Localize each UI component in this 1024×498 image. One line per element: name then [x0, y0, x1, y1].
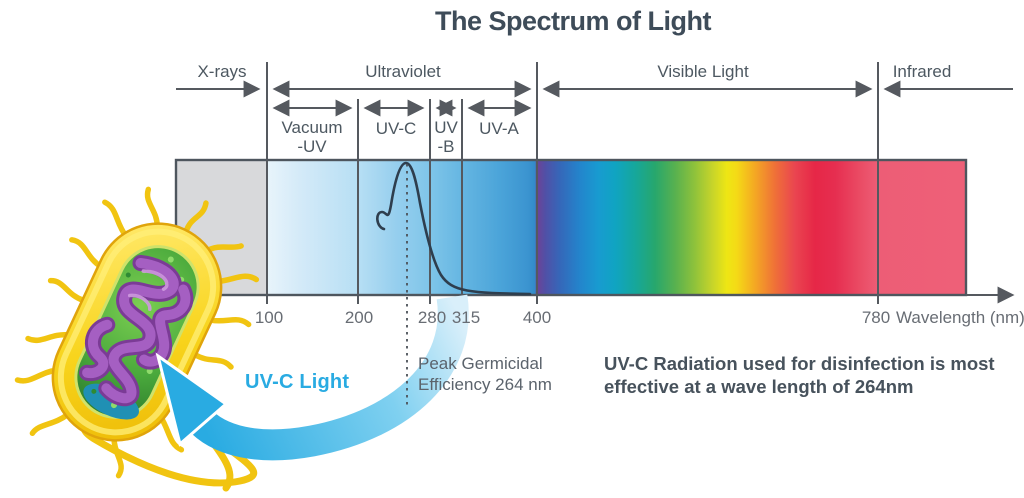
tick-100: 100 — [254, 308, 284, 327]
bacterium-body-highlight — [57, 228, 217, 436]
axis-ticks — [266, 286, 1015, 304]
axis-label-wavelength: Wavelength (nm) — [896, 308, 1024, 327]
peak-note-line2: Efficiency 264 nm — [418, 375, 552, 394]
uvc-light-arrow — [155, 294, 469, 461]
peak-note-line1: Peak Germicidal — [418, 354, 543, 373]
vacuum-uv-line1: Vacuum — [281, 118, 343, 137]
page-title: The Spectrum of Light — [435, 6, 712, 36]
band-label-ultraviolet: Ultraviolet — [365, 62, 441, 81]
band-label-visible-light: Visible Light — [657, 62, 749, 81]
uvc-light-label: UV-C Light — [245, 371, 350, 393]
disinfection-note-line1: UV-C Radiation used for disinfection is … — [604, 353, 995, 374]
vacuum-uv-line2: -UV — [297, 137, 327, 156]
tick-315: 315 — [451, 308, 481, 327]
disinfection-note-line2: effective at a wave length of 264nm — [604, 376, 914, 397]
subband-label-uvb: UV -B — [434, 118, 458, 156]
band-boundary-lines — [266, 62, 879, 304]
tick-780: 780 — [861, 308, 891, 327]
uvb-line1: UV — [434, 118, 458, 137]
uvb-line2: -B — [437, 137, 455, 156]
subband-label-vacuum-uv: Vacuum -UV — [281, 118, 342, 156]
subband-label-uva: UV-A — [479, 119, 519, 138]
tick-400: 400 — [522, 308, 552, 327]
band-label-infrared: Infrared — [892, 62, 952, 81]
subband-label-uvc: UV-C — [375, 119, 417, 138]
disinfection-note: UV-C Radiation used for disinfection is … — [604, 352, 995, 398]
germicidal-efficiency-curve — [376, 161, 532, 296]
peak-germicidal-note: Peak Germicidal Efficiency 264 nm — [418, 353, 552, 395]
tick-280: 280 — [417, 308, 447, 327]
tick-200: 200 — [344, 308, 374, 327]
band-label-xrays: X-rays — [197, 62, 247, 81]
spectrum-bar — [174, 158, 968, 297]
uvc-arrowhead — [155, 352, 229, 447]
band-range-arrows — [176, 80, 1013, 117]
